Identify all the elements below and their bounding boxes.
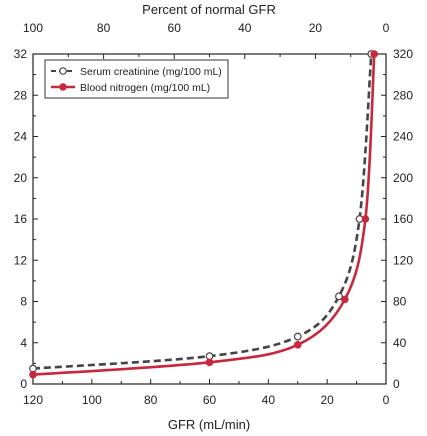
right-y-tick-label: 320 <box>393 47 413 61</box>
legend-label-creatinine: Serum creatinine (mg/100 mL) <box>80 66 222 78</box>
top-x-tick-label: 40 <box>238 21 252 35</box>
right-y-tick-label: 0 <box>393 377 400 391</box>
data-point-creatinine <box>293 332 302 341</box>
right-y-tick-label: 280 <box>393 88 413 102</box>
legend-label-nitrogen: Blood nitrogen (mg/100 mL) <box>80 82 210 94</box>
bottom-x-tick-label: 120 <box>23 393 43 407</box>
series-line-nitrogen <box>32 53 376 377</box>
series-line-creatinine <box>32 53 373 370</box>
left-y-tick-label: 4 <box>20 336 27 350</box>
data-point-creatinine <box>205 352 214 361</box>
right-y-tick-label: 240 <box>393 130 413 144</box>
top-x-tick-label: 0 <box>383 21 390 35</box>
top-x-tick-label: 80 <box>97 21 111 35</box>
bottom-x-tick-label: 20 <box>320 393 334 407</box>
legend-box <box>44 59 229 99</box>
legend: Serum creatinine (mg/100 mL) Blood nitro… <box>44 59 229 99</box>
data-point-nitrogen <box>29 370 37 379</box>
top-x-tick-label: 60 <box>168 21 182 35</box>
top-axis-title: Percent of normal GFR <box>142 2 276 17</box>
right-y-tick-label: 120 <box>393 253 413 267</box>
series-layer <box>29 50 379 379</box>
legend-marker-nitrogen <box>59 83 67 91</box>
bottom-axis-title: GFR (mL/min) <box>168 417 250 432</box>
right-y-tick-label: 40 <box>393 336 407 350</box>
left-y-tick-label: 8 <box>20 295 27 309</box>
left-y-tick-label: 16 <box>14 212 28 226</box>
bottom-x-tick-label: 0 <box>383 393 390 407</box>
right-y-tick-label: 200 <box>393 171 413 185</box>
bottom-x-tick-label: 100 <box>82 393 102 407</box>
legend-marker-creatinine <box>59 67 67 75</box>
right-y-tick-label: 160 <box>393 212 413 226</box>
left-y-tick-label: 28 <box>14 88 28 102</box>
left-y-tick-label: 20 <box>14 171 28 185</box>
left-y-tick-label: 0 <box>20 377 27 391</box>
top-x-tick-label: 20 <box>309 21 323 35</box>
data-point-nitrogen <box>370 50 379 58</box>
data-point-creatinine <box>335 292 343 301</box>
data-point-creatinine <box>29 364 37 373</box>
plot-frame <box>32 53 387 385</box>
top-x-tick-label: 100 <box>23 21 43 35</box>
left-y-tick-label: 24 <box>14 130 28 144</box>
data-point-nitrogen <box>293 341 302 349</box>
data-point-nitrogen <box>361 215 370 223</box>
data-point-nitrogen <box>205 358 214 367</box>
bottom-x-tick-label: 40 <box>262 393 276 407</box>
left-y-tick-label: 32 <box>14 47 28 61</box>
bottom-x-tick-label: 60 <box>203 393 217 407</box>
data-point-nitrogen <box>341 295 349 304</box>
right-y-tick-label: 80 <box>393 295 407 309</box>
left-y-tick-label: 12 <box>14 253 28 267</box>
bottom-x-tick-label: 80 <box>144 393 158 407</box>
